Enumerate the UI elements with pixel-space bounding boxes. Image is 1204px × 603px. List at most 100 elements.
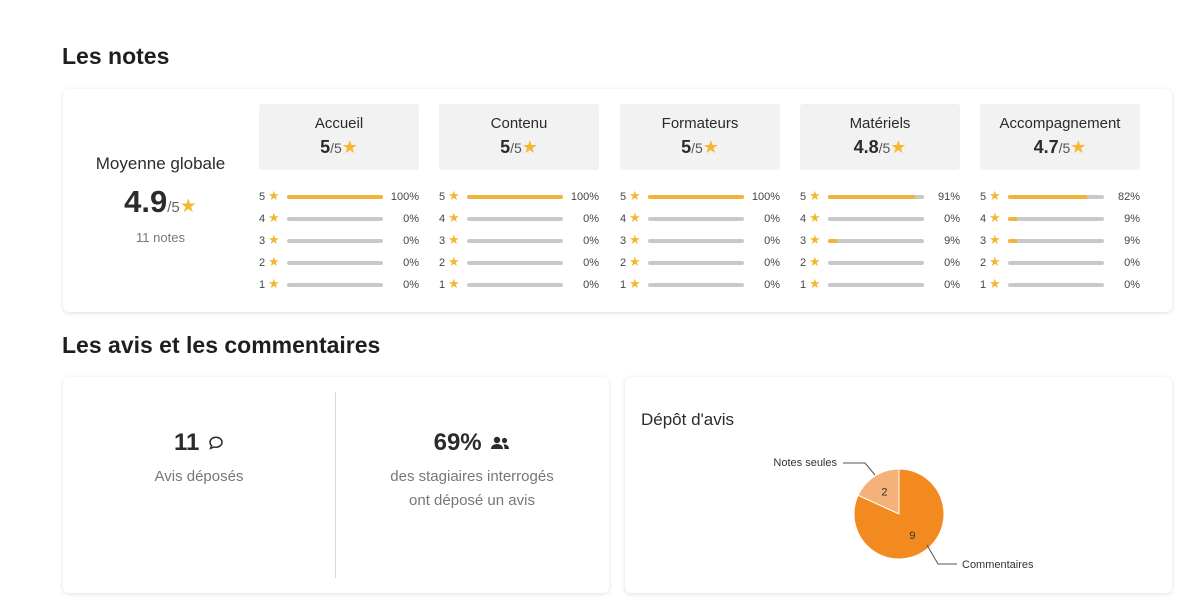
star-icon: ★	[890, 137, 907, 157]
rating-bar-fill	[828, 239, 837, 243]
participation-value: 69%	[336, 429, 608, 457]
rating-level: 4	[980, 213, 987, 225]
rating-level: 1	[620, 279, 627, 291]
category-3: Matériels 4.8/5★ 5 ★ 91% 4 ★ 0% 3 ★ 9% 2 ★ 0% 1 ★ 0%	[800, 104, 960, 297]
category-name: Accompagnement	[999, 115, 1121, 132]
rating-row: 2 ★ 0%	[620, 253, 780, 275]
category-score-value: 5	[320, 137, 331, 157]
avis-count-value: 11	[63, 429, 335, 457]
rating-bar	[1008, 239, 1104, 243]
rating-bar	[1008, 261, 1104, 265]
pie-value-label: 9	[909, 530, 915, 542]
rating-bar-fill	[648, 195, 744, 199]
rating-bar	[828, 239, 924, 243]
rating-bar-fill	[467, 195, 563, 199]
star-icon: ★	[341, 137, 358, 157]
rating-level: 2	[800, 257, 807, 269]
star-icon: ★	[1070, 137, 1087, 157]
rating-level: 1	[259, 279, 266, 291]
rating-row: 3 ★ 9%	[800, 231, 960, 253]
rating-bar	[648, 239, 744, 243]
rating-level: 3	[259, 235, 266, 247]
star-icon: ★	[809, 254, 821, 269]
rating-percent: 0%	[944, 279, 960, 291]
participation-label-line2: ont déposé un avis	[409, 492, 535, 509]
star-icon: ★	[702, 137, 719, 157]
category-score: 4.8/5★	[800, 137, 960, 158]
rating-bar	[1008, 283, 1104, 287]
category-0: Accueil 5/5★ 5 ★ 100% 4 ★ 0% 3 ★ 0% 2 ★ 0% 1 ★ 0%	[259, 104, 419, 297]
pie-leader-line	[843, 462, 876, 476]
star-icon: ★	[448, 188, 460, 203]
rating-percent: 0%	[403, 279, 419, 291]
rating-percent: 0%	[583, 235, 599, 247]
category-score: 5/5★	[259, 137, 419, 158]
category-header: Matériels 4.8/5★	[800, 104, 960, 170]
rating-row: 5 ★ 100%	[439, 187, 599, 209]
avis-count-label: Avis déposés	[154, 468, 244, 485]
rating-percent: 82%	[1117, 191, 1140, 203]
category-denominator: /5	[510, 140, 522, 156]
rating-row: 4 ★ 0%	[620, 209, 780, 231]
rating-level: 3	[800, 235, 807, 247]
rating-percent: 100%	[751, 191, 780, 203]
rating-level: 3	[620, 235, 627, 247]
pie-value-label: 2	[881, 486, 887, 498]
global-average: Moyenne globale 4.9/5★ 11 notes	[63, 89, 258, 312]
star-icon: ★	[268, 254, 280, 269]
rating-level: 2	[620, 257, 627, 269]
category-score-value: 4.7	[1033, 137, 1059, 157]
star-icon: ★	[989, 276, 1001, 291]
rating-row: 3 ★ 0%	[620, 231, 780, 253]
section-title-notes: Les notes	[62, 43, 170, 69]
rating-percent: 0%	[403, 257, 419, 269]
star-icon: ★	[989, 232, 1001, 247]
rating-percent: 0%	[583, 213, 599, 225]
star-icon: ★	[448, 276, 460, 291]
stats-card: 11 Avis déposés 69% des stagiaires inter…	[63, 377, 609, 593]
participation-label: des stagiaires interrogés ont déposé un …	[336, 465, 608, 513]
pie-slice-1[interactable]	[853, 468, 945, 560]
rating-level: 2	[980, 257, 987, 269]
rating-percent: 9%	[1124, 235, 1140, 247]
star-icon: ★	[629, 254, 641, 269]
rating-row: 1 ★ 0%	[620, 275, 780, 297]
rating-level: 2	[439, 257, 446, 269]
star-icon: ★	[268, 188, 280, 203]
category-score-value: 5	[500, 137, 511, 157]
rating-row: 3 ★ 9%	[980, 231, 1140, 253]
star-icon: ★	[809, 232, 821, 247]
rating-bar	[467, 283, 563, 287]
rating-row: 2 ★ 0%	[439, 253, 599, 275]
rating-bar-fill	[1008, 217, 1017, 221]
ratings-card: Moyenne globale 4.9/5★ 11 notes Accueil 5…	[63, 89, 1172, 312]
rating-level: 1	[980, 279, 987, 291]
rating-level: 4	[439, 213, 446, 225]
section-title-avis: Les avis et les commentaires	[62, 332, 381, 358]
category-score: 5/5★	[439, 137, 599, 158]
category-denominator: /5	[691, 140, 703, 156]
rating-bar-fill	[287, 195, 383, 199]
rating-level: 3	[980, 235, 987, 247]
pie-slice-0[interactable]	[857, 468, 900, 515]
rating-bar	[287, 195, 383, 199]
rating-bar-fill	[1008, 195, 1087, 199]
rating-bar	[287, 283, 383, 287]
rating-bar	[287, 217, 383, 221]
participation-stat: 69% des stagiaires interrogés ont déposé…	[336, 377, 608, 513]
users-icon	[486, 435, 511, 454]
category-1: Contenu 5/5★ 5 ★ 100% 4 ★ 0% 3 ★ 0% 2 ★ 0% 1 ★ 0%	[439, 104, 599, 297]
category-header: Contenu 5/5★	[439, 104, 599, 170]
rating-row: 1 ★ 0%	[980, 275, 1140, 297]
rating-percent: 0%	[764, 235, 780, 247]
rating-bar	[828, 261, 924, 265]
global-average-label: Moyenne globale	[95, 154, 226, 173]
rating-percent: 9%	[1124, 213, 1140, 225]
rating-percent: 0%	[764, 257, 780, 269]
pie-card: Dépôt d'avis 2 9 Notes seules Commentaires	[625, 377, 1172, 593]
rating-row: 1 ★ 0%	[259, 275, 419, 297]
rating-level: 1	[800, 279, 807, 291]
rating-row: 4 ★ 0%	[259, 209, 419, 231]
category-name: Formateurs	[661, 115, 739, 132]
category-4: Accompagnement 4.7/5★ 5 ★ 82% 4 ★ 9% 3 ★ 9% 2 ★ 0% 1 ★ 0…	[980, 104, 1140, 297]
